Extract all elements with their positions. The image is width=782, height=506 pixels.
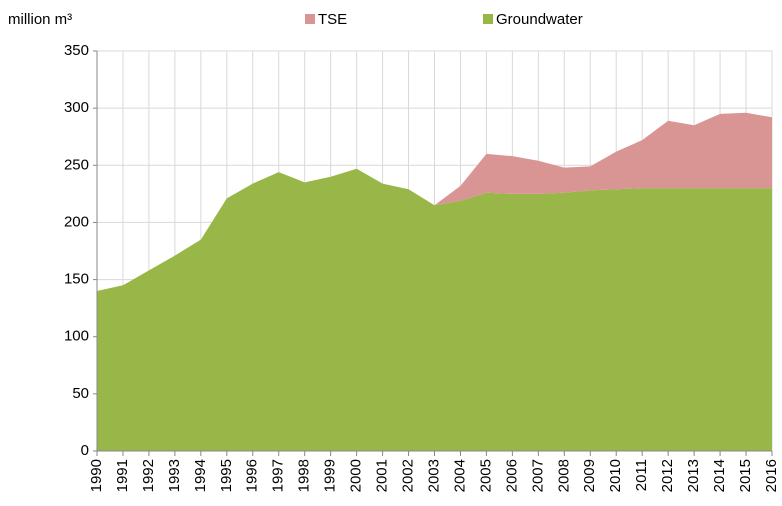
x-tick-label: 1997: [270, 459, 287, 492]
x-tick-label: 2010: [607, 459, 624, 492]
legend-label: TSE: [318, 11, 347, 28]
y-tick-label: 50: [72, 385, 89, 402]
x-tick-label: 1992: [140, 459, 157, 492]
x-tick-label: 1995: [218, 459, 235, 492]
legend-label: Groundwater: [496, 11, 583, 28]
x-tick-label: 1990: [88, 459, 105, 492]
x-tick-label: 2006: [503, 459, 520, 492]
x-tick-label: 2007: [529, 459, 546, 492]
x-tick-label: 2012: [659, 459, 676, 492]
x-tick-label: 2003: [425, 459, 442, 492]
x-tick-label: 2009: [581, 459, 598, 492]
x-tick-label: 2015: [737, 459, 754, 492]
y-tick-label: 0: [81, 442, 89, 459]
x-tick-label: 2016: [763, 459, 780, 492]
x-tick-label: 2001: [374, 459, 391, 492]
axes: [93, 50, 773, 456]
y-tick-label: 350: [64, 42, 89, 59]
x-tick-label: 2000: [348, 459, 365, 492]
y-tick-label: 100: [64, 328, 89, 345]
areas: [97, 112, 772, 451]
x-tick-label: 2013: [685, 459, 702, 492]
area: [97, 168, 772, 451]
x-tick-label: 1999: [322, 459, 339, 492]
x-tick-label: 1996: [244, 459, 261, 492]
x-tick-label: 2008: [555, 459, 572, 492]
x-tick-label: 2005: [477, 459, 494, 492]
y-tick-label: 200: [64, 213, 89, 230]
x-tick-label: 1994: [192, 459, 209, 492]
x-tick-label: 1991: [114, 459, 131, 492]
x-tick-label: 1998: [296, 459, 313, 492]
x-tick-label: 2002: [400, 459, 417, 492]
x-tick-label: 2011: [633, 459, 650, 491]
x-tick-label: 2014: [711, 459, 728, 492]
x-tick-label: 1993: [166, 459, 183, 492]
legend-swatch: [305, 14, 315, 24]
y-tick-label: 300: [64, 99, 89, 116]
legend-swatch: [483, 14, 493, 24]
x-tick-label: 2004: [451, 459, 468, 492]
y-tick-label: 150: [64, 271, 89, 288]
y-tick-label: 250: [64, 156, 89, 173]
area: [97, 112, 772, 291]
y-axis-label: million m³: [8, 11, 72, 28]
